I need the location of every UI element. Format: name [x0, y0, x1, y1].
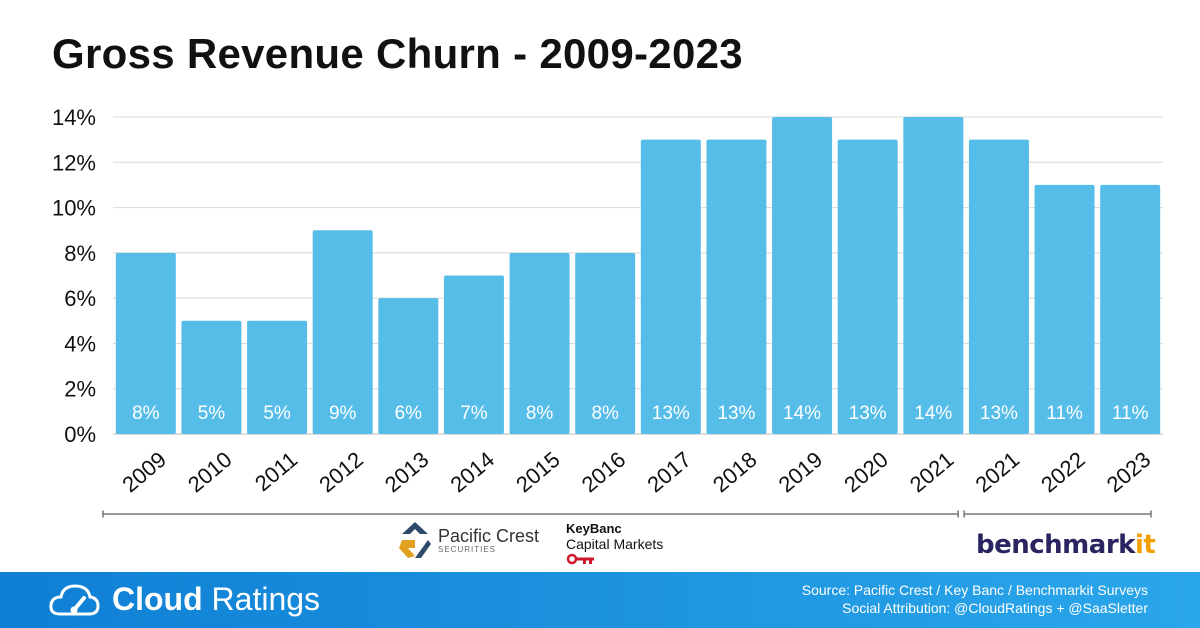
bar: [312, 230, 373, 434]
bar-value-label: 7%: [460, 403, 488, 424]
x-tick-label: 2023: [1102, 447, 1156, 498]
bar-value-label: 9%: [329, 403, 357, 424]
bar-value-label: 13%: [980, 403, 1018, 424]
y-tick-label: 14%: [52, 105, 96, 130]
y-tick-label: 2%: [64, 377, 96, 402]
bar: [443, 275, 504, 434]
x-tick-label: 2010: [183, 447, 237, 498]
bar: [706, 139, 767, 434]
x-tick-label: 2017: [642, 447, 696, 498]
y-tick-label: 12%: [52, 150, 96, 175]
y-tick-label: 4%: [64, 331, 96, 356]
bar: [509, 252, 570, 434]
bar: [837, 139, 898, 434]
bar: [247, 320, 308, 434]
benchmarkit-main: benchmark: [976, 530, 1135, 560]
x-tick-label: 2009: [117, 447, 171, 498]
bar: [575, 252, 636, 434]
bar-value-label: 13%: [652, 403, 690, 424]
x-tick-label: 2014: [446, 447, 500, 498]
x-tick-label: 2021: [971, 447, 1025, 498]
pacific-crest-name: Pacific Crest: [438, 525, 540, 546]
source-text: Source: Pacific Crest / Key Banc / Bench…: [802, 581, 1148, 617]
x-tick-label: 2012: [314, 447, 368, 498]
bar-value-label: 11%: [1112, 403, 1149, 424]
bar: [903, 117, 964, 434]
bar-value-label: 14%: [914, 403, 952, 424]
attribution-line: Social Attribution: @CloudRatings + @Saa…: [842, 600, 1148, 616]
chart-title: Gross Revenue Churn - 2009-2023: [52, 30, 743, 77]
bar: [1100, 184, 1161, 434]
bar-value-label: 5%: [198, 403, 226, 424]
cloud-ratings-brand: Cloud Ratings: [48, 580, 320, 618]
x-tick-label: 2020: [839, 447, 893, 498]
cloud-gauge-icon: [49, 584, 100, 616]
y-tick-label: 10%: [52, 196, 96, 221]
bar: [640, 139, 701, 434]
x-tick-label: 2015: [511, 447, 565, 498]
x-tick-label: 2018: [708, 447, 762, 498]
x-tick-label: 2022: [1036, 447, 1090, 498]
bar-value-label: 5%: [263, 403, 291, 424]
keybanc-logo: KeyBanc Capital Markets: [566, 522, 663, 570]
keybanc-name: KeyBanc: [566, 521, 622, 536]
pacific-crest-sub: SECURITIES: [438, 544, 497, 554]
pacific-crest-logo: Pacific Crest SECURITIES: [398, 520, 539, 560]
bar: [1034, 184, 1095, 434]
bar-value-label: 13%: [717, 403, 755, 424]
bar: [772, 117, 833, 434]
benchmarkit-logo: benchmarkit: [976, 530, 1156, 560]
pacific-crest-mark-icon: [399, 522, 431, 558]
bar-chart: 0% 2% 4% 6% 8% 10% 12% 14% 8% 2009 5% 2010 5% 2011 9% 2…: [52, 105, 1163, 518]
source-line: Source: Pacific Crest / Key Banc / Bench…: [801, 582, 1148, 598]
brand-name-bold: Cloud: [112, 580, 203, 617]
y-tick-label: 6%: [64, 286, 96, 311]
bar: [115, 252, 176, 434]
y-tick-label: 0%: [64, 422, 96, 447]
bar-value-label: 8%: [132, 403, 160, 424]
bar: [181, 320, 242, 434]
key-icon: [566, 553, 594, 565]
bar-value-label: 14%: [783, 403, 821, 424]
bar-value-label: 11%: [1046, 403, 1083, 424]
x-tick-label: 2016: [577, 447, 631, 498]
benchmarkit-suffix: it: [1134, 530, 1156, 560]
brand-name-light: Ratings: [211, 580, 321, 617]
bar-value-label: 8%: [526, 403, 554, 424]
bar-value-label: 13%: [849, 403, 887, 424]
bar-value-label: 8%: [591, 403, 619, 424]
x-tick-label: 2019: [774, 447, 828, 498]
bar: [968, 139, 1029, 434]
footer-bar: Cloud Ratings Source: Pacific Crest / Ke…: [0, 572, 1200, 628]
x-tick-label: 2013: [380, 447, 434, 498]
y-tick-label: 8%: [64, 241, 96, 266]
x-tick-label: 2011: [250, 447, 302, 497]
bar-value-label: 6%: [395, 403, 423, 424]
keybanc-sub: Capital Markets: [566, 536, 664, 552]
x-tick-label: 2021: [905, 447, 959, 498]
bar: [378, 298, 439, 434]
